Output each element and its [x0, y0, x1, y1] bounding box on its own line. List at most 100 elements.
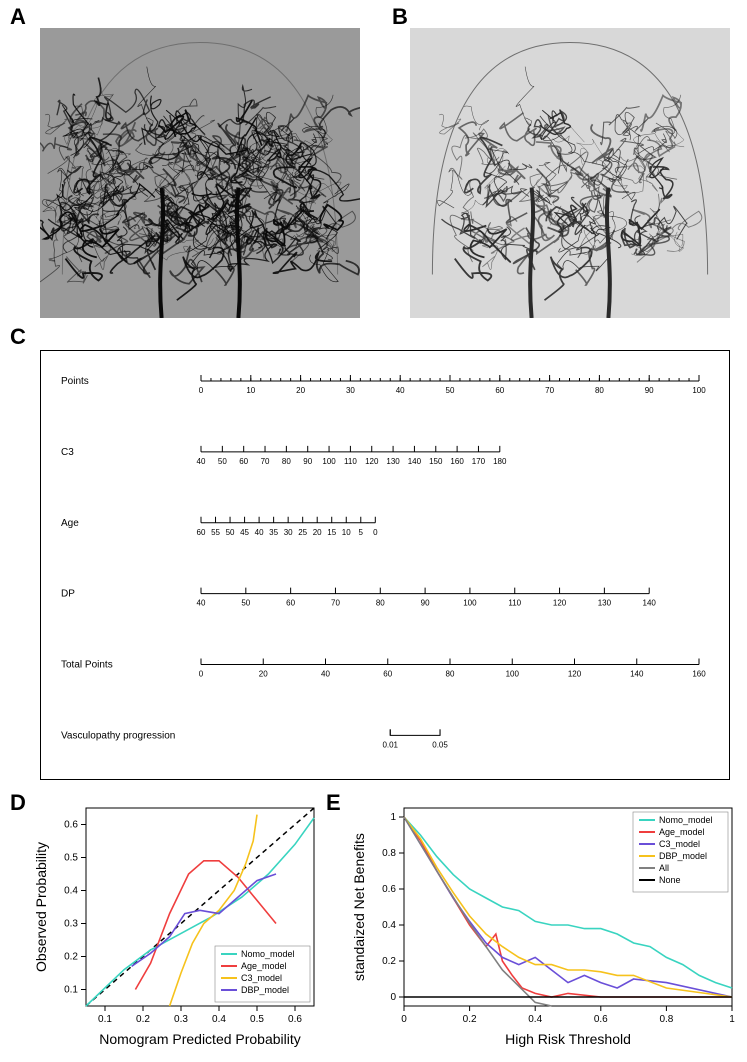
svg-text:80: 80 [446, 670, 455, 679]
svg-text:140: 140 [408, 457, 422, 466]
svg-text:160: 160 [692, 670, 706, 679]
svg-text:120: 120 [568, 670, 582, 679]
svg-text:0.8: 0.8 [382, 848, 396, 859]
svg-text:0.01: 0.01 [382, 740, 398, 749]
svg-text:0.2: 0.2 [463, 1014, 477, 1025]
svg-text:None: None [659, 875, 681, 885]
svg-text:180: 180 [493, 457, 507, 466]
svg-text:0.4: 0.4 [528, 1014, 542, 1025]
svg-text:130: 130 [598, 599, 612, 608]
svg-text:0.6: 0.6 [382, 884, 396, 895]
panel-label-c: C [10, 324, 26, 350]
svg-text:70: 70 [261, 457, 270, 466]
calibration-chart: 0.10.20.30.40.50.60.10.20.30.40.50.6Nomo… [32, 800, 322, 1050]
svg-text:90: 90 [303, 457, 312, 466]
svg-text:0.2: 0.2 [382, 956, 396, 967]
nomogram-panel: Points0102030405060708090100C34050607080… [40, 350, 730, 780]
svg-text:0.2: 0.2 [64, 952, 78, 963]
svg-text:20: 20 [313, 528, 322, 537]
svg-text:0.2: 0.2 [136, 1014, 150, 1025]
svg-text:60: 60 [383, 670, 392, 679]
svg-text:5: 5 [359, 528, 364, 537]
svg-text:0: 0 [373, 528, 378, 537]
svg-text:90: 90 [421, 599, 430, 608]
svg-text:15: 15 [327, 528, 336, 537]
svg-text:10: 10 [246, 386, 255, 395]
svg-text:100: 100 [692, 386, 706, 395]
svg-text:DBP_model: DBP_model [659, 851, 707, 861]
panel-label-b: B [392, 4, 408, 30]
svg-text:80: 80 [376, 599, 385, 608]
svg-text:100: 100 [506, 670, 520, 679]
svg-text:100: 100 [463, 599, 477, 608]
svg-text:C3_model: C3_model [659, 839, 700, 849]
svg-text:110: 110 [344, 457, 357, 466]
svg-text:0.05: 0.05 [432, 740, 448, 749]
svg-text:0.3: 0.3 [174, 1014, 188, 1025]
angiogram-b [410, 28, 730, 318]
svg-text:0.1: 0.1 [64, 985, 78, 996]
svg-text:0.5: 0.5 [64, 853, 78, 864]
svg-text:0.5: 0.5 [250, 1014, 264, 1025]
svg-text:170: 170 [472, 457, 486, 466]
svg-text:20: 20 [296, 386, 305, 395]
panel-label-e: E [326, 790, 341, 816]
svg-text:0.6: 0.6 [594, 1014, 608, 1025]
svg-text:50: 50 [241, 599, 250, 608]
svg-text:DBP_model: DBP_model [241, 985, 289, 995]
svg-text:0.4: 0.4 [382, 920, 396, 931]
svg-text:0.1: 0.1 [98, 1014, 112, 1025]
svg-text:50: 50 [226, 528, 235, 537]
svg-text:0: 0 [199, 670, 204, 679]
svg-text:0.6: 0.6 [64, 820, 78, 831]
svg-text:40: 40 [255, 528, 264, 537]
svg-text:70: 70 [331, 599, 340, 608]
svg-text:120: 120 [553, 599, 567, 608]
svg-text:90: 90 [645, 386, 654, 395]
svg-text:Points: Points [61, 376, 89, 387]
svg-text:0.8: 0.8 [659, 1014, 673, 1025]
svg-text:55: 55 [211, 528, 220, 537]
svg-text:30: 30 [346, 386, 355, 395]
svg-text:40: 40 [197, 599, 206, 608]
svg-text:standaized Net Benefits: standaized Net Benefits [351, 833, 367, 981]
figure-container: A B C D E Points0102030405060708090100C3… [0, 0, 747, 1062]
svg-text:40: 40 [321, 670, 330, 679]
svg-text:Age_model: Age_model [241, 961, 287, 971]
svg-text:DP: DP [61, 589, 75, 600]
svg-text:All: All [659, 863, 669, 873]
svg-text:60: 60 [239, 457, 248, 466]
svg-text:110: 110 [508, 599, 521, 608]
svg-text:0.6: 0.6 [288, 1014, 302, 1025]
dca-chart: 0 0.2 0.4 0.6 0.8 1 0 0.2 0.4 0.6 0.8 1 High Risk Th… [350, 800, 740, 1050]
svg-text:0: 0 [401, 1014, 407, 1025]
svg-text:High Risk Threshold: High Risk Threshold [505, 1031, 631, 1047]
svg-text:150: 150 [429, 457, 443, 466]
svg-text:0.3: 0.3 [64, 919, 78, 930]
svg-text:140: 140 [630, 670, 644, 679]
svg-text:C3: C3 [61, 447, 74, 458]
svg-text:35: 35 [269, 528, 278, 537]
svg-text:0: 0 [390, 992, 396, 1003]
angiogram-a [40, 28, 360, 318]
svg-text:1: 1 [729, 1014, 735, 1025]
svg-text:1: 1 [390, 812, 396, 823]
svg-text:30: 30 [284, 528, 293, 537]
svg-text:Age_model: Age_model [659, 827, 705, 837]
svg-text:Total Points: Total Points [61, 660, 113, 671]
svg-text:Nomo_model: Nomo_model [659, 815, 713, 825]
svg-text:Observed Probability: Observed Probability [33, 842, 49, 972]
svg-text:Nomogram Predicted Probability: Nomogram Predicted Probability [99, 1031, 301, 1047]
svg-text:0: 0 [199, 386, 204, 395]
svg-text:Age: Age [61, 518, 79, 529]
svg-text:140: 140 [643, 599, 657, 608]
svg-text:60: 60 [197, 528, 206, 537]
panel-label-d: D [10, 790, 26, 816]
svg-text:C3_model: C3_model [241, 973, 282, 983]
svg-text:120: 120 [365, 457, 379, 466]
svg-text:Nomo_model: Nomo_model [241, 949, 295, 959]
svg-text:70: 70 [545, 386, 554, 395]
svg-text:50: 50 [446, 386, 455, 395]
svg-text:130: 130 [386, 457, 400, 466]
svg-text:0.4: 0.4 [64, 886, 78, 897]
